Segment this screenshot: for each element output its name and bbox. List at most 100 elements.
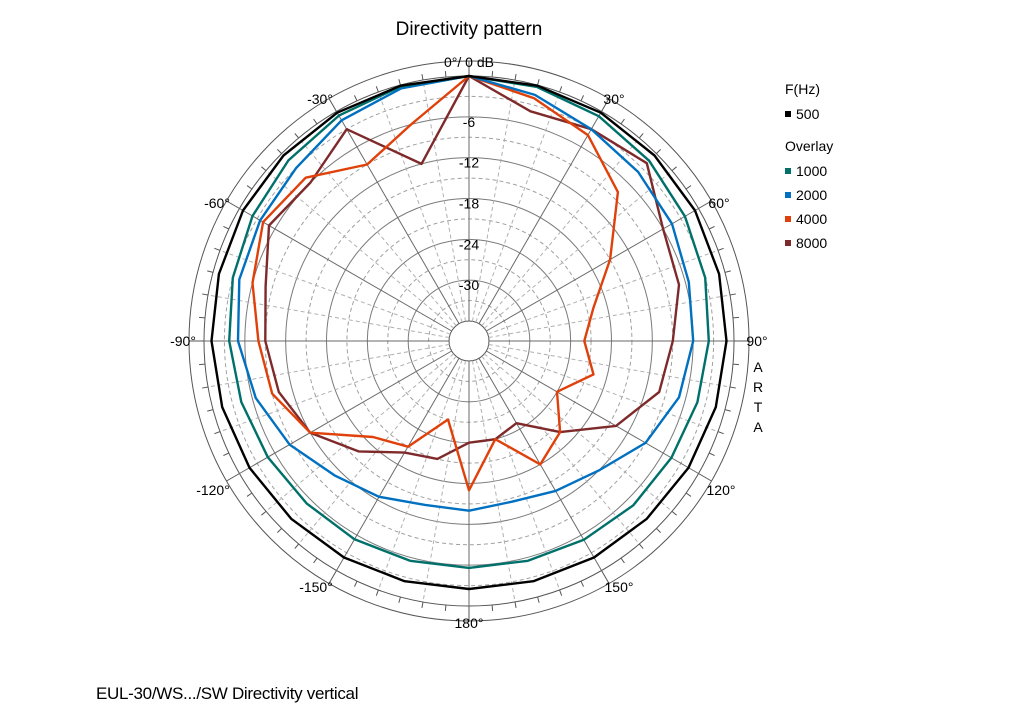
spoke-major: [478, 111, 602, 324]
ring-label: -30: [459, 277, 479, 293]
angle-label: -60°: [204, 195, 230, 211]
angle-tick: [708, 226, 715, 230]
angle-label: 150°: [605, 579, 634, 595]
angle-label: -150°: [299, 579, 333, 595]
angle-tick: [491, 70, 494, 78]
angle-tick: [294, 133, 300, 139]
spoke-minor: [298, 137, 457, 327]
angle-tick: [226, 473, 240, 482]
series-line-4000: [251, 74, 620, 492]
angle-tick: [328, 570, 337, 584]
legend-entry: 8000: [796, 235, 827, 251]
angle-tick: [223, 226, 230, 230]
legend-swatch: [785, 111, 791, 117]
angle-tick: [620, 118, 625, 125]
angle-tick: [580, 580, 584, 587]
angle-tick: [729, 386, 736, 389]
spoke-minor: [471, 79, 516, 322]
angle-tick: [638, 133, 644, 139]
legend-swatch: [785, 192, 791, 198]
angle-tick: [559, 589, 563, 596]
angle-label: 60°: [708, 195, 729, 211]
spoke-minor: [475, 359, 561, 591]
angle-tick: [708, 452, 715, 456]
series-line-8000: [264, 74, 681, 461]
angle-tick: [214, 431, 221, 435]
ring-label: -12: [459, 155, 479, 171]
angle-tick: [514, 74, 517, 81]
legend: F(Hz) 500 Overlay 1000 2000 4000 8000: [785, 81, 833, 251]
series-line-2000: [236, 74, 695, 512]
polar-grid: [188, 60, 750, 622]
angle-tick: [638, 543, 644, 549]
angle-tick: [261, 510, 267, 516]
angle-label: 90°: [746, 333, 767, 349]
angle-tick: [656, 528, 661, 533]
watermark-letter: A: [753, 359, 763, 375]
angle-tick: [207, 409, 214, 412]
spoke-minor: [488, 343, 731, 388]
angle-tick: [537, 596, 540, 603]
angle-tick: [724, 270, 731, 273]
watermark-letter: A: [753, 419, 763, 435]
spoke-minor: [219, 249, 451, 335]
spoke-minor: [471, 360, 516, 603]
angle-tick: [444, 70, 447, 78]
chart-caption: EUL-30/WS.../SW Directivity vertical: [96, 684, 359, 703]
angle-tick: [375, 589, 379, 596]
angle-tick: [671, 510, 677, 516]
angle-tick: [601, 570, 610, 584]
angle-label: 120°: [707, 482, 736, 498]
legend-swatch: [785, 216, 791, 222]
spoke-major: [486, 350, 699, 474]
angle-tick: [223, 452, 230, 456]
angle-tick: [580, 95, 584, 102]
polar-labels: 0°/ 0 dB -30° 30° -60° 60° -90° 90° -120° 120° -…: [170, 54, 768, 631]
angle-tick: [328, 98, 337, 112]
spoke-minor: [422, 79, 467, 322]
angle-tick: [421, 601, 424, 608]
angle-label: 180°: [455, 615, 484, 631]
angle-tick: [685, 492, 692, 497]
watermark-letter: R: [753, 379, 763, 395]
legend-swatch: [785, 240, 791, 246]
angle-tick: [398, 596, 401, 603]
watermark-letter: T: [754, 399, 763, 415]
angle-tick: [671, 166, 677, 172]
grid-circle-min: [448, 320, 490, 362]
spoke-minor: [265, 353, 455, 512]
angle-label: -90°: [170, 333, 196, 349]
angle-tick: [698, 473, 712, 482]
angle-tick: [732, 316, 740, 319]
angle-label: -120°: [196, 482, 230, 498]
spoke-minor: [377, 91, 463, 323]
spoke-minor: [207, 343, 450, 388]
angle-label: -30°: [307, 91, 333, 107]
series-line-500: [210, 74, 728, 591]
angle-tick: [354, 95, 358, 102]
angle-tick: [685, 185, 692, 190]
series-curves: [210, 74, 728, 591]
angle-tick: [246, 185, 253, 190]
angle-tick: [198, 316, 206, 319]
spoke-minor: [377, 359, 463, 591]
spoke-major: [336, 358, 460, 571]
angle-tick: [277, 528, 282, 533]
spoke-minor: [475, 91, 561, 323]
angle-tick: [537, 79, 540, 86]
angle-tick: [313, 118, 318, 125]
spoke-minor: [483, 353, 673, 512]
angle-tick: [656, 149, 661, 154]
ring-label: -24: [459, 236, 479, 252]
ring-label: -18: [459, 196, 479, 212]
angle-tick: [261, 166, 267, 172]
angle-tick: [444, 604, 447, 612]
spoke-minor: [487, 249, 719, 335]
angle-tick: [277, 149, 282, 154]
ring-label: -6: [463, 114, 476, 130]
angle-tick: [375, 86, 379, 93]
spoke-major: [239, 350, 452, 474]
spoke-minor: [483, 170, 673, 329]
angle-tick: [717, 247, 724, 251]
